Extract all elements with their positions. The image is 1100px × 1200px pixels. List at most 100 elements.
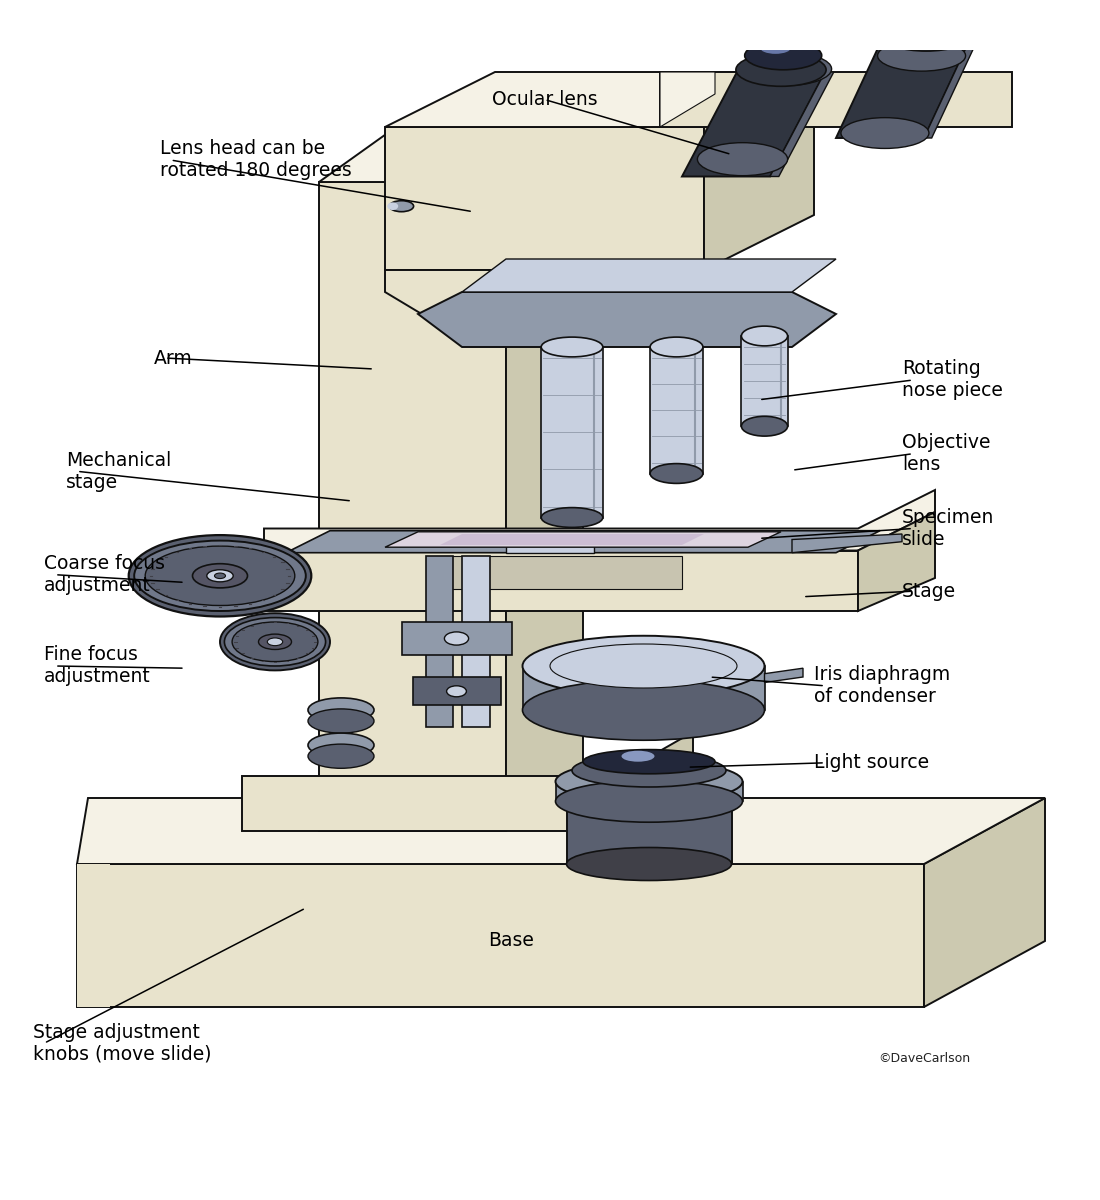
Ellipse shape — [522, 679, 764, 740]
Ellipse shape — [145, 546, 295, 606]
Polygon shape — [792, 534, 902, 553]
Text: Objective
lens: Objective lens — [902, 433, 990, 474]
Ellipse shape — [232, 622, 318, 661]
Text: Light source: Light source — [814, 754, 930, 773]
Polygon shape — [836, 38, 970, 138]
Polygon shape — [704, 72, 814, 270]
Ellipse shape — [207, 570, 233, 582]
Bar — [426, 556, 453, 726]
Polygon shape — [440, 556, 682, 589]
Polygon shape — [385, 270, 506, 325]
Text: Iris diaphragm
of condenser: Iris diaphragm of condenser — [814, 665, 950, 707]
Polygon shape — [385, 532, 781, 547]
Ellipse shape — [224, 618, 326, 666]
Ellipse shape — [906, 11, 937, 22]
Polygon shape — [418, 292, 836, 347]
Ellipse shape — [741, 416, 788, 436]
Ellipse shape — [541, 337, 603, 356]
Ellipse shape — [550, 644, 737, 688]
Bar — [522, 666, 764, 710]
Ellipse shape — [572, 754, 726, 787]
Bar — [556, 781, 742, 802]
Polygon shape — [264, 551, 858, 611]
Polygon shape — [506, 127, 583, 830]
Ellipse shape — [566, 847, 732, 881]
Ellipse shape — [389, 200, 414, 211]
Ellipse shape — [760, 42, 791, 54]
Text: Lens head can be
rotated 180 degrees: Lens head can be rotated 180 degrees — [160, 139, 351, 180]
Polygon shape — [77, 864, 924, 1007]
Bar — [741, 336, 788, 426]
Ellipse shape — [134, 540, 306, 611]
Polygon shape — [924, 38, 978, 138]
Text: Stage: Stage — [902, 582, 956, 601]
Polygon shape — [858, 512, 935, 611]
Ellipse shape — [522, 636, 764, 696]
Ellipse shape — [697, 143, 788, 175]
Ellipse shape — [444, 632, 469, 646]
Polygon shape — [660, 72, 715, 127]
Ellipse shape — [220, 613, 330, 671]
Ellipse shape — [192, 564, 248, 588]
Ellipse shape — [308, 733, 374, 757]
Ellipse shape — [621, 751, 654, 762]
Polygon shape — [242, 776, 616, 830]
Bar — [541, 347, 603, 517]
Text: Fine focus
adjustment: Fine focus adjustment — [44, 646, 151, 686]
Ellipse shape — [556, 780, 742, 822]
Ellipse shape — [308, 698, 374, 722]
Ellipse shape — [741, 326, 788, 346]
Ellipse shape — [878, 41, 966, 71]
Bar — [566, 781, 732, 864]
Text: Specimen
slide: Specimen slide — [902, 508, 994, 550]
Ellipse shape — [308, 744, 374, 768]
Text: Ocular lens: Ocular lens — [492, 90, 597, 109]
Ellipse shape — [583, 750, 715, 774]
Ellipse shape — [745, 41, 822, 70]
Polygon shape — [770, 72, 834, 176]
Polygon shape — [319, 127, 583, 182]
Text: ©DaveCarlson: ©DaveCarlson — [878, 1052, 970, 1066]
Ellipse shape — [892, 10, 965, 36]
Ellipse shape — [214, 574, 225, 578]
Text: Coarse focus
adjustment: Coarse focus adjustment — [44, 554, 165, 595]
Polygon shape — [440, 534, 704, 545]
Polygon shape — [77, 864, 110, 1007]
Polygon shape — [264, 490, 935, 551]
Ellipse shape — [741, 53, 832, 85]
Polygon shape — [682, 72, 825, 176]
Ellipse shape — [882, 20, 970, 52]
Polygon shape — [764, 668, 803, 683]
Ellipse shape — [447, 686, 466, 697]
Ellipse shape — [736, 53, 826, 86]
Polygon shape — [506, 534, 594, 553]
Ellipse shape — [267, 638, 283, 646]
Polygon shape — [319, 182, 506, 830]
Polygon shape — [385, 127, 704, 270]
Bar — [462, 556, 490, 726]
Polygon shape — [286, 530, 880, 553]
Text: Arm: Arm — [154, 348, 192, 367]
Text: Stage adjustment
knobs (move slide): Stage adjustment knobs (move slide) — [33, 1022, 211, 1064]
Polygon shape — [924, 798, 1045, 1007]
Ellipse shape — [650, 463, 703, 484]
Polygon shape — [412, 677, 500, 704]
Bar — [650, 347, 703, 474]
Polygon shape — [402, 622, 512, 655]
Ellipse shape — [650, 337, 703, 356]
Ellipse shape — [308, 709, 374, 733]
Ellipse shape — [258, 634, 292, 649]
Ellipse shape — [541, 508, 603, 528]
Ellipse shape — [387, 203, 398, 210]
Polygon shape — [385, 72, 814, 127]
Polygon shape — [462, 259, 836, 292]
Text: Mechanical
stage: Mechanical stage — [66, 451, 172, 492]
Polygon shape — [660, 72, 1012, 127]
Polygon shape — [616, 732, 693, 830]
Ellipse shape — [129, 535, 311, 617]
Text: Rotating
nose piece: Rotating nose piece — [902, 360, 1003, 401]
Ellipse shape — [556, 761, 742, 803]
Ellipse shape — [840, 118, 928, 149]
Polygon shape — [77, 798, 1045, 864]
Text: Base: Base — [488, 931, 535, 950]
